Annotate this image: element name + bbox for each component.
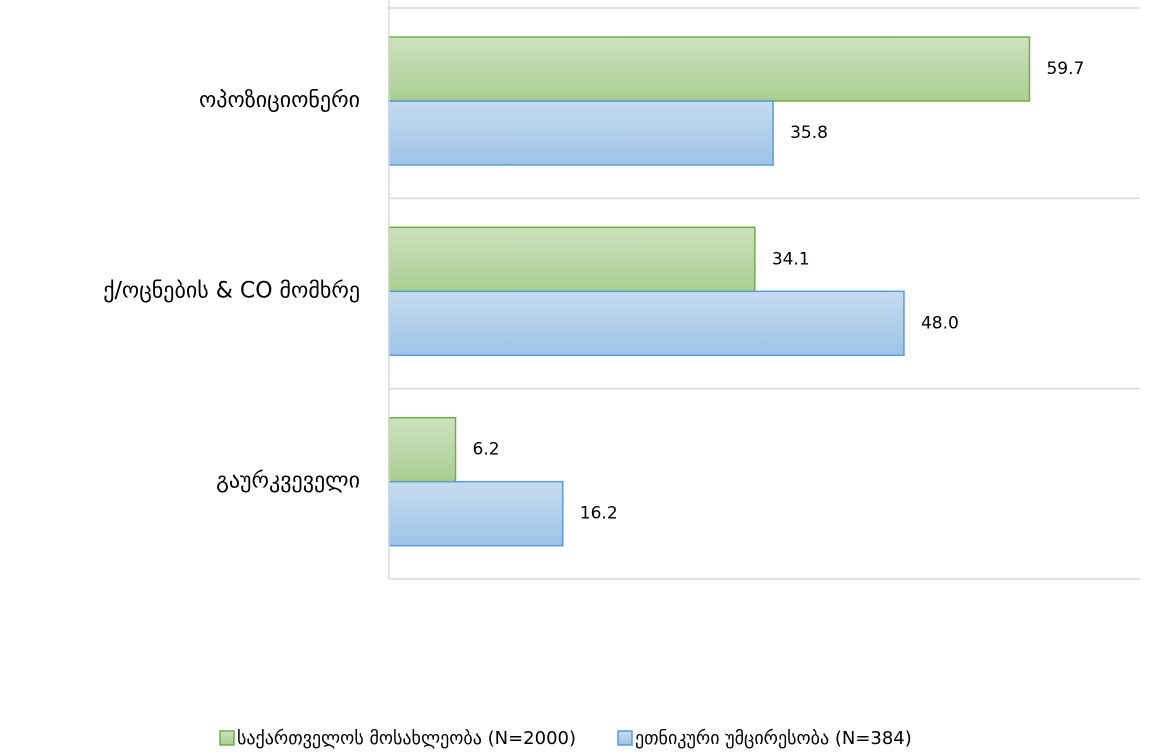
data-label: 34.1 xyxy=(772,249,810,269)
bar xyxy=(388,100,774,166)
data-label: 48.0 xyxy=(921,313,959,333)
bar xyxy=(388,480,564,547)
bar xyxy=(388,416,457,483)
bar xyxy=(388,36,1031,102)
category-label: ქ/ოცნების & CO მომხრე xyxy=(103,278,360,303)
data-label: 6.2 xyxy=(473,440,500,460)
legend-swatch xyxy=(617,730,633,746)
category-label: ოპოზიციონერი xyxy=(199,88,360,113)
data-label: 59.7 xyxy=(1046,59,1084,79)
bar xyxy=(388,290,905,357)
data-label: 16.2 xyxy=(580,504,618,524)
category-label: გაურკვეველი xyxy=(216,469,360,494)
legend-swatch xyxy=(219,730,235,746)
data-label: 35.8 xyxy=(790,123,828,143)
legend-label: საქართველოს მოსახლეობა (N=2000) xyxy=(237,728,576,749)
bar xyxy=(388,226,756,293)
legend-label: ეთნიკური უმცირესობა (N=384) xyxy=(635,728,912,749)
